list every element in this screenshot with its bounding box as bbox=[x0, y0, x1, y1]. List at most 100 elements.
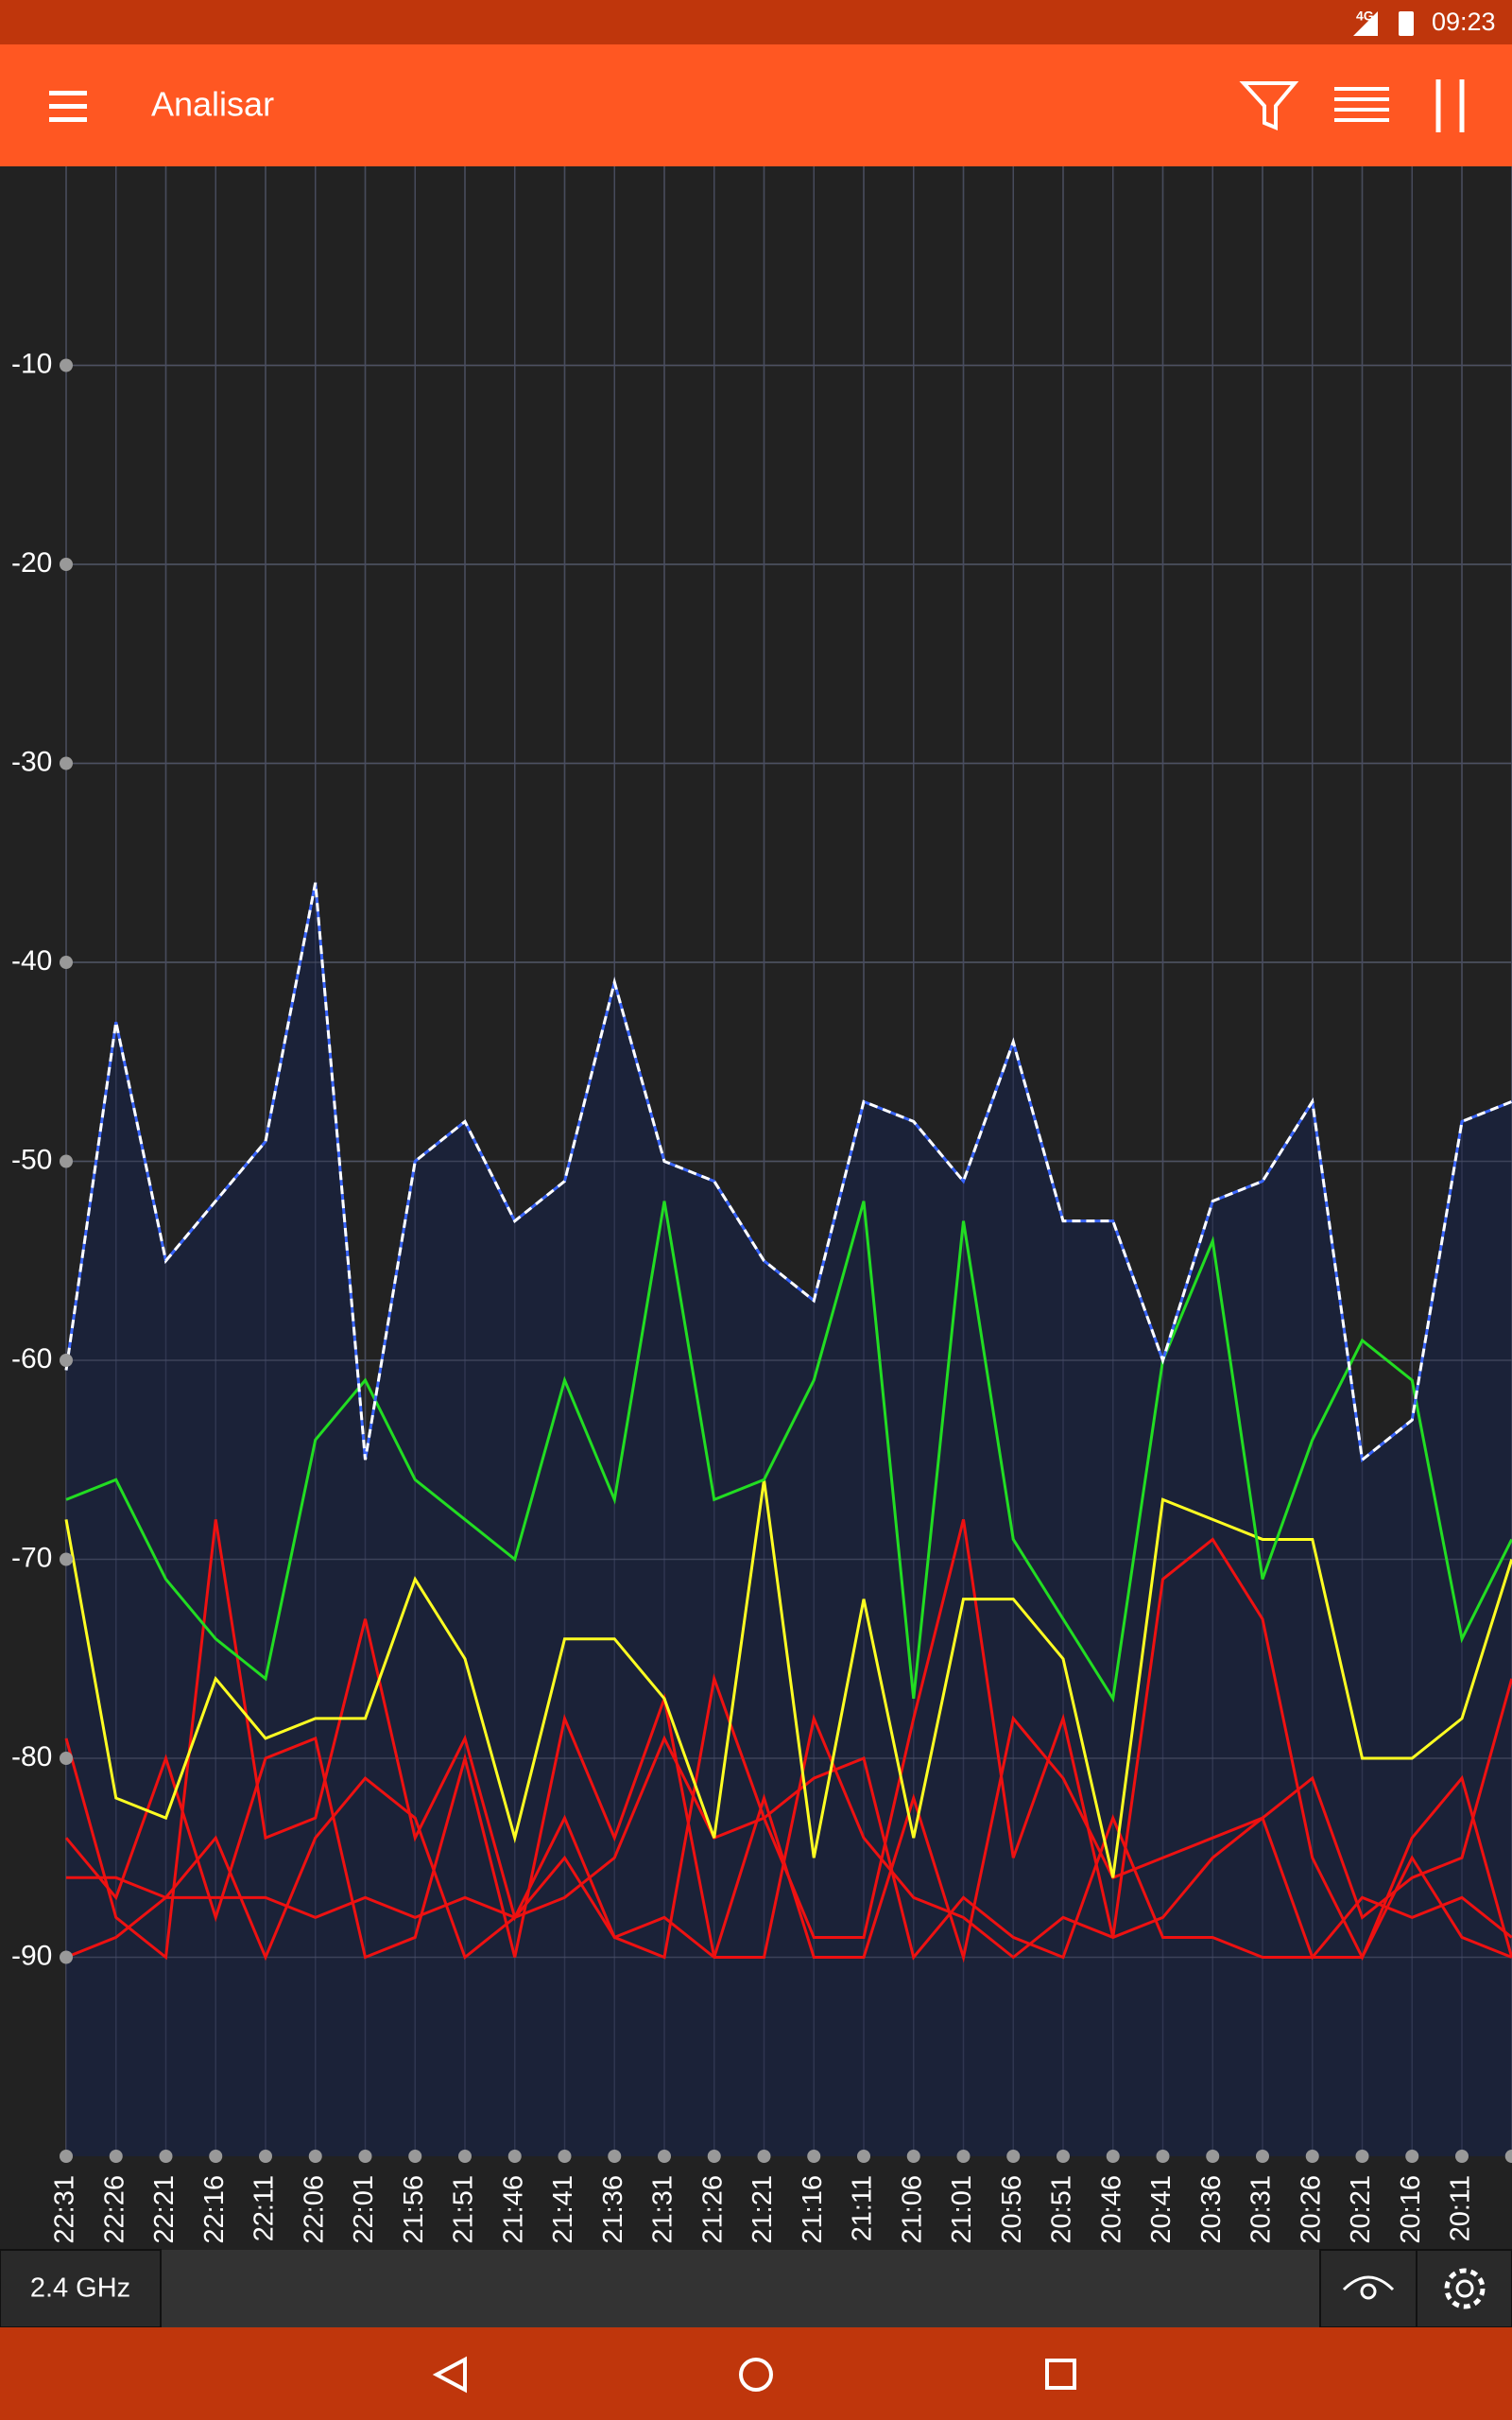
y-tick-label: -50 bbox=[11, 1144, 52, 1175]
x-tick-label: 20:51 bbox=[1047, 2175, 1077, 2244]
nav-bar bbox=[0, 2327, 1512, 2420]
y-tick-dot bbox=[60, 1950, 73, 1964]
list-button[interactable] bbox=[1334, 87, 1389, 122]
x-tick-label: 21:26 bbox=[697, 2175, 728, 2244]
x-tick-label: 21:51 bbox=[449, 2175, 479, 2244]
x-tick-dot bbox=[1355, 2150, 1369, 2163]
x-tick-label: 20:46 bbox=[1096, 2175, 1126, 2244]
x-tick-label: 22:11 bbox=[249, 2175, 280, 2241]
series-line bbox=[66, 1713, 1512, 1962]
x-tick-label: 20:16 bbox=[1396, 2175, 1426, 2244]
x-tick-dot bbox=[1156, 2150, 1170, 2163]
x-tick-dot bbox=[408, 2150, 422, 2163]
x-tick-label: 22:31 bbox=[50, 2175, 80, 2244]
y-tick-label: -40 bbox=[11, 945, 52, 977]
eye-icon bbox=[1342, 2275, 1395, 2291]
band-selector[interactable] bbox=[0, 2249, 162, 2328]
x-tick-label: 21:21 bbox=[747, 2175, 778, 2244]
x-tick-dot bbox=[1057, 2150, 1070, 2163]
series-line bbox=[64, 1479, 1512, 1878]
app-title: Analisar bbox=[151, 85, 274, 124]
y-tick-label: -10 bbox=[11, 348, 52, 379]
x-tick-dot bbox=[757, 2150, 771, 2163]
x-tick-label: 21:06 bbox=[897, 2175, 927, 2244]
x-tick-dot bbox=[1006, 2150, 1021, 2163]
x-tick-label: 21:01 bbox=[947, 2175, 977, 2244]
settings-button[interactable] bbox=[1416, 2249, 1512, 2328]
x-tick-dot bbox=[608, 2150, 622, 2163]
x-tick-dot bbox=[906, 2150, 920, 2163]
series-line bbox=[65, 1735, 1512, 1961]
series-line bbox=[64, 882, 1512, 1463]
status-bar bbox=[0, 0, 1512, 44]
home-button[interactable] bbox=[739, 2358, 773, 2392]
battery-icon bbox=[1399, 11, 1414, 36]
band-label: 2.4 GHz bbox=[30, 2273, 130, 2304]
x-tick-dot bbox=[458, 2150, 472, 2163]
x-tick-dot bbox=[358, 2150, 372, 2163]
x-tick-dot bbox=[60, 2150, 73, 2163]
y-tick-dot bbox=[60, 956, 73, 969]
x-tick-label: 20:56 bbox=[997, 2175, 1027, 2244]
series-line bbox=[65, 1201, 1512, 1703]
bottom-bar bbox=[0, 2250, 1512, 2327]
x-tick-dot bbox=[1504, 2150, 1512, 2163]
signal-icon bbox=[1353, 11, 1378, 36]
x-tick-dot bbox=[1305, 2150, 1319, 2163]
x-tick-label: 21:16 bbox=[798, 2175, 828, 2244]
y-tick-dot bbox=[60, 1154, 73, 1168]
x-tick-dot bbox=[956, 2150, 971, 2163]
x-tick-label: 22:01 bbox=[349, 2175, 379, 2244]
x-tick-dot bbox=[807, 2150, 821, 2163]
clock: 09:23 bbox=[1432, 8, 1496, 36]
x-tick-dot bbox=[1256, 2150, 1269, 2163]
area bbox=[66, 882, 1512, 2156]
x-tick-label: 20:11 bbox=[1446, 2175, 1476, 2241]
x-tick-label: 20:36 bbox=[1196, 2175, 1227, 2244]
menu-button[interactable] bbox=[49, 91, 87, 122]
visibility-button[interactable] bbox=[1319, 2249, 1418, 2328]
x-tick-label: 21:11 bbox=[848, 2175, 878, 2241]
gear-center bbox=[1455, 2279, 1474, 2298]
y-tick-dot bbox=[60, 558, 73, 571]
x-tick-label: 22:26 bbox=[99, 2175, 129, 2244]
x-tick-dot bbox=[1405, 2150, 1419, 2163]
x-tick-dot bbox=[209, 2150, 223, 2163]
x-tick-dot bbox=[109, 2150, 123, 2163]
y-tick-dot bbox=[60, 1354, 73, 1367]
y-tick-label: -30 bbox=[11, 746, 52, 777]
gear-icon bbox=[1444, 2268, 1486, 2309]
x-tick-dot bbox=[159, 2150, 173, 2163]
x-tick-dot bbox=[857, 2150, 870, 2163]
x-tick-label: 20:41 bbox=[1146, 2175, 1177, 2244]
network-label: 4G bbox=[1356, 9, 1374, 24]
x-tick-label: 20:21 bbox=[1346, 2175, 1376, 2244]
y-tick-label: -20 bbox=[11, 547, 52, 579]
recents-button[interactable] bbox=[1045, 2359, 1076, 2390]
app-bar bbox=[0, 44, 1512, 166]
x-tick-label: 20:26 bbox=[1296, 2175, 1326, 2244]
x-tick-dot bbox=[1455, 2150, 1469, 2163]
x-tick-dot bbox=[308, 2150, 322, 2163]
y-tick-label: -80 bbox=[11, 1741, 52, 1772]
x-tick-label: 21:36 bbox=[598, 2175, 628, 2244]
y-tick-label: -60 bbox=[11, 1343, 52, 1374]
y-tick-dot bbox=[60, 358, 73, 372]
back-button[interactable] bbox=[432, 2356, 467, 2394]
x-tick-dot bbox=[1206, 2150, 1220, 2163]
x-tick-dot bbox=[658, 2150, 671, 2163]
series-line bbox=[64, 1519, 1512, 1962]
x-tick-label: 21:41 bbox=[548, 2175, 578, 2244]
eye-pupil bbox=[1360, 2283, 1377, 2300]
x-tick-dot bbox=[707, 2150, 721, 2163]
x-tick-label: 21:31 bbox=[648, 2175, 679, 2244]
x-tick-dot bbox=[259, 2150, 272, 2163]
y-tick-dot bbox=[60, 1552, 73, 1566]
pause-button[interactable] bbox=[1435, 79, 1465, 132]
x-tick-label: 22:16 bbox=[199, 2175, 230, 2244]
x-tick-label: 21:56 bbox=[399, 2175, 429, 2244]
y-tick-dot bbox=[60, 1752, 73, 1765]
filter-button[interactable] bbox=[1239, 81, 1299, 130]
